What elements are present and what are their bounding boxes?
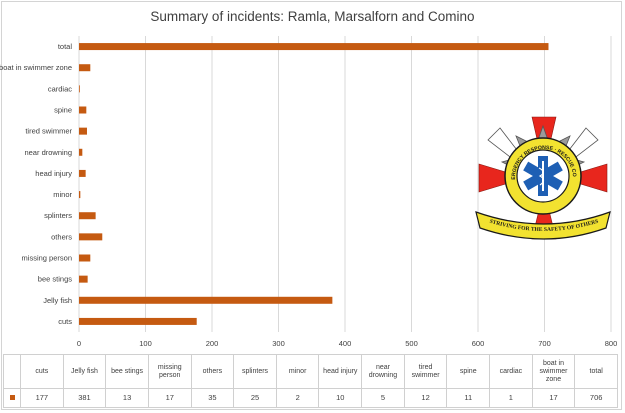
chart-data-table: cuts Jelly fish bee stings missing person ot… [3, 354, 618, 408]
table-value-cell: 25 [233, 388, 277, 408]
table-value-cell: 11 [446, 388, 491, 408]
star-of-life-icon [523, 156, 563, 196]
x-tick-label: 300 [272, 339, 285, 348]
x-tick-label: 0 [77, 339, 81, 348]
x-tick-label: 100 [139, 339, 152, 348]
x-tick-label: 800 [605, 339, 618, 348]
category-label: total [58, 42, 73, 51]
table-header-cell: total [574, 354, 618, 389]
bar [79, 64, 91, 72]
bar [79, 275, 88, 283]
bar [79, 127, 87, 135]
category-label: cardiac [48, 84, 72, 93]
category-label: spine [54, 106, 72, 115]
chart-title: Summary of incidents: Ramla, Marsalforn … [150, 9, 475, 24]
table-header-cell: others [190, 354, 235, 389]
category-label: bee stings [38, 275, 72, 284]
table-header-cell: minor [275, 354, 320, 389]
table-value-cell: 706 [574, 388, 618, 408]
bar [79, 43, 549, 51]
table-value-cell: 17 [531, 388, 576, 408]
x-tick-label: 400 [339, 339, 352, 348]
bars [79, 43, 549, 325]
table-value-cell: 17 [147, 388, 192, 408]
table-value-cell: 177 [20, 388, 64, 408]
category-label: near drowning [24, 148, 72, 157]
table-header-cell: head injury [318, 354, 363, 389]
table-header-cell: boat in swimmer zone [531, 354, 576, 389]
x-tick-labels: 0 100 200 300 400 500 600 700 800 [77, 339, 617, 348]
table-value-cell: 12 [403, 388, 448, 408]
table-header-cell: missing person [147, 354, 192, 389]
category-label: cuts [58, 317, 72, 326]
bar [79, 233, 103, 241]
table-header-cell: tired swimmer [403, 354, 448, 389]
table-header-cell: bee stings [105, 354, 149, 389]
category-label: boat in swimmer zone [0, 63, 72, 72]
table-header-cell: splinters [233, 354, 277, 389]
table-value-cell: 2 [275, 388, 320, 408]
bar [79, 106, 87, 114]
category-label: minor [53, 190, 72, 199]
category-label: Jelly fish [43, 296, 72, 305]
x-tick-label: 700 [538, 339, 551, 348]
bar [79, 212, 96, 220]
bar-chart: cuts Jelly fish bee stings missing person ot… [0, 36, 617, 348]
gridlines [78, 36, 612, 332]
x-tick-label: 600 [472, 339, 485, 348]
table-header-cell: Jelly fish [62, 354, 107, 389]
category-label: others [51, 232, 72, 241]
table-value-row: 177 381 13 17 35 25 2 10 5 12 11 1 17 706 [3, 388, 618, 408]
x-tick-label: 200 [206, 339, 219, 348]
bar [79, 191, 81, 199]
category-label: tired swimmer [25, 127, 72, 136]
table-value-cell: 381 [62, 388, 107, 408]
table-value-cell: 5 [361, 388, 405, 408]
table-corner-cell [3, 354, 21, 389]
bar [79, 317, 197, 325]
category-label: missing person [22, 254, 72, 263]
legend-key-swatch [9, 395, 15, 400]
banner-ribbon-icon: STRIVING FOR THE SAFETY OF OTHERS [475, 211, 611, 240]
table-value-cell: 35 [190, 388, 235, 408]
emergency-rescue-logo: EMERGENCY RESPONSE · RESCUE CORPS STRIVI… [474, 112, 611, 240]
category-label: head injury [35, 169, 72, 178]
table-value-cell: 10 [318, 388, 363, 408]
bar [79, 85, 80, 93]
bar [79, 148, 83, 156]
legend-key-cell [3, 388, 21, 408]
table-value-cell: 1 [489, 388, 533, 408]
x-tick-label: 500 [405, 339, 418, 348]
table-header-row: cuts Jelly fish bee stings missing person ot… [3, 354, 618, 389]
table-header-cell: near drowning [361, 354, 405, 389]
bar [79, 254, 91, 262]
bar [79, 296, 333, 304]
table-value-cell: 13 [105, 388, 149, 408]
table-header-cell: cuts [20, 354, 64, 389]
table-header-cell: cardiac [489, 354, 533, 389]
table-header-cell: spine [446, 354, 491, 389]
category-label: splinters [44, 211, 72, 220]
category-labels: cuts Jelly fish bee stings missing person ot… [0, 42, 73, 326]
bar [79, 169, 86, 177]
